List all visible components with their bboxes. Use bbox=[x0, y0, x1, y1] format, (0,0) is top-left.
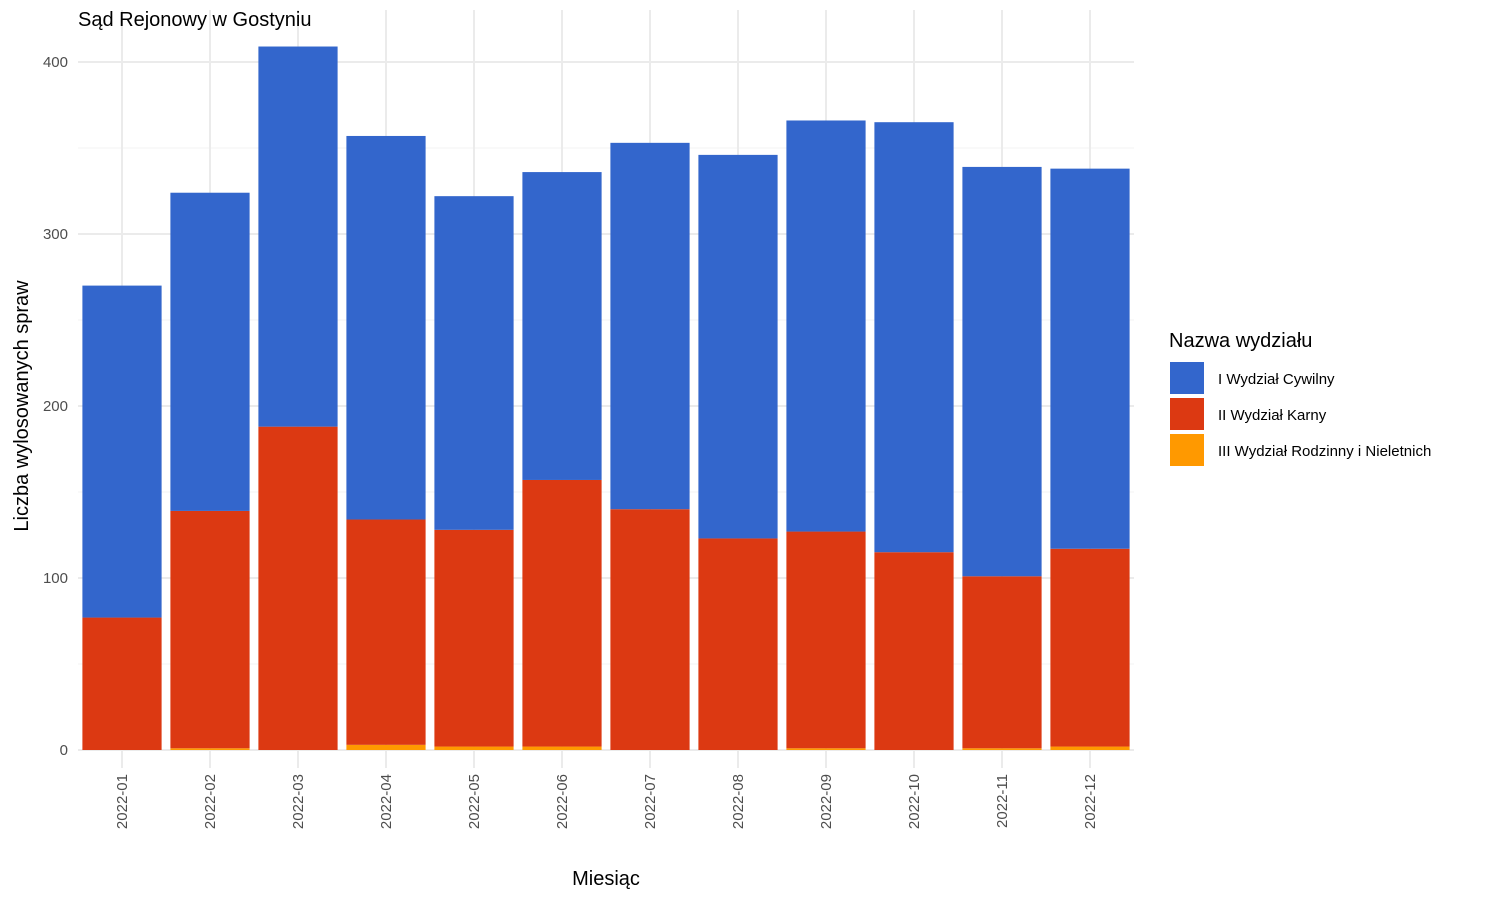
x-axis-ticks: 2022-01 2022-02 2022-03 2022-04 2022-05 2022-… bbox=[114, 774, 1099, 829]
x-tick-label: 2022-09 bbox=[818, 774, 835, 829]
bar-ii-wydzia-karny-2022-09 bbox=[786, 531, 866, 749]
bar-ii-wydzia-karny-2022-05 bbox=[434, 529, 514, 747]
legend-label: II Wydział Karny bbox=[1218, 407, 1327, 424]
bar-ii-wydzia-karny-2022-07 bbox=[610, 509, 690, 750]
y-axis-ticks: 0 100 200 300 400 bbox=[43, 54, 68, 759]
x-tick-label: 2022-05 bbox=[466, 774, 483, 829]
x-tick-label: 2022-12 bbox=[1082, 774, 1099, 829]
legend-swatch bbox=[1170, 362, 1204, 394]
bar-ii-wydzia-karny-2022-04 bbox=[346, 519, 426, 745]
chart-title: Sąd Rejonowy w Gostyniu bbox=[78, 9, 311, 31]
bar-ii-wydzia-karny-2022-10 bbox=[874, 552, 954, 750]
bar-i-wydzia-cywilny-2022-07 bbox=[610, 142, 690, 510]
bar-i-wydzia-cywilny-2022-09 bbox=[786, 120, 866, 532]
bar-i-wydzia-cywilny-2022-03 bbox=[258, 46, 338, 427]
bar-iii-wydzia-rodzinny-i-nieletnich-2022-04 bbox=[346, 744, 426, 750]
y-tick-label: 200 bbox=[43, 398, 68, 415]
x-tick-label: 2022-01 bbox=[114, 774, 131, 829]
bar-ii-wydzia-karny-2022-06 bbox=[522, 479, 602, 747]
x-tick-label: 2022-08 bbox=[730, 774, 747, 829]
x-tick-label: 2022-07 bbox=[642, 774, 659, 829]
legend-swatch bbox=[1170, 434, 1204, 466]
bars bbox=[82, 46, 1130, 750]
x-axis-title: Miesiąc bbox=[572, 868, 640, 890]
bar-i-wydzia-cywilny-2022-12 bbox=[1050, 168, 1130, 549]
bar-iii-wydzia-rodzinny-i-nieletnich-2022-11 bbox=[962, 748, 1042, 750]
bar-ii-wydzia-karny-2022-02 bbox=[170, 510, 250, 749]
bar-iii-wydzia-rodzinny-i-nieletnich-2022-05 bbox=[434, 746, 514, 750]
legend-label: III Wydział Rodzinny i Nieletnich bbox=[1218, 443, 1431, 460]
x-tick-label: 2022-04 bbox=[378, 774, 395, 829]
bar-ii-wydzia-karny-2022-01 bbox=[82, 617, 162, 750]
bar-ii-wydzia-karny-2022-12 bbox=[1050, 548, 1130, 747]
bar-iii-wydzia-rodzinny-i-nieletnich-2022-06 bbox=[522, 746, 602, 750]
bar-i-wydzia-cywilny-2022-11 bbox=[962, 166, 1042, 577]
y-tick-label: 0 bbox=[60, 742, 68, 759]
y-tick-label: 100 bbox=[43, 570, 68, 587]
bar-iii-wydzia-rodzinny-i-nieletnich-2022-12 bbox=[1050, 746, 1130, 750]
bar-ii-wydzia-karny-2022-11 bbox=[962, 576, 1042, 749]
x-tick-label: 2022-10 bbox=[906, 774, 923, 829]
x-tick-label: 2022-03 bbox=[290, 774, 307, 829]
bar-i-wydzia-cywilny-2022-01 bbox=[82, 285, 162, 618]
y-tick-label: 400 bbox=[43, 54, 68, 71]
legend-swatch bbox=[1170, 398, 1204, 430]
bar-i-wydzia-cywilny-2022-10 bbox=[874, 122, 954, 553]
bar-i-wydzia-cywilny-2022-04 bbox=[346, 135, 426, 520]
legend: Nazwa wydziału I Wydział Cywilny II Wydzi… bbox=[1169, 330, 1431, 466]
y-tick-label: 300 bbox=[43, 226, 68, 243]
legend-label: I Wydział Cywilny bbox=[1218, 371, 1335, 388]
legend-title: Nazwa wydziału bbox=[1169, 330, 1312, 352]
bar-i-wydzia-cywilny-2022-05 bbox=[434, 196, 514, 530]
x-tick-label: 2022-11 bbox=[994, 774, 1011, 828]
x-tick-label: 2022-06 bbox=[554, 774, 571, 829]
x-tick-label: 2022-02 bbox=[202, 774, 219, 829]
bar-i-wydzia-cywilny-2022-08 bbox=[698, 154, 778, 539]
bar-iii-wydzia-rodzinny-i-nieletnich-2022-09 bbox=[786, 748, 866, 750]
bar-i-wydzia-cywilny-2022-02 bbox=[170, 192, 250, 511]
bar-ii-wydzia-karny-2022-03 bbox=[258, 426, 338, 750]
bar-i-wydzia-cywilny-2022-06 bbox=[522, 172, 602, 480]
bar-iii-wydzia-rodzinny-i-nieletnich-2022-02 bbox=[170, 748, 250, 750]
bar-ii-wydzia-karny-2022-08 bbox=[698, 538, 778, 750]
y-axis-title: Liczba wylosowanych spraw bbox=[11, 280, 33, 532]
